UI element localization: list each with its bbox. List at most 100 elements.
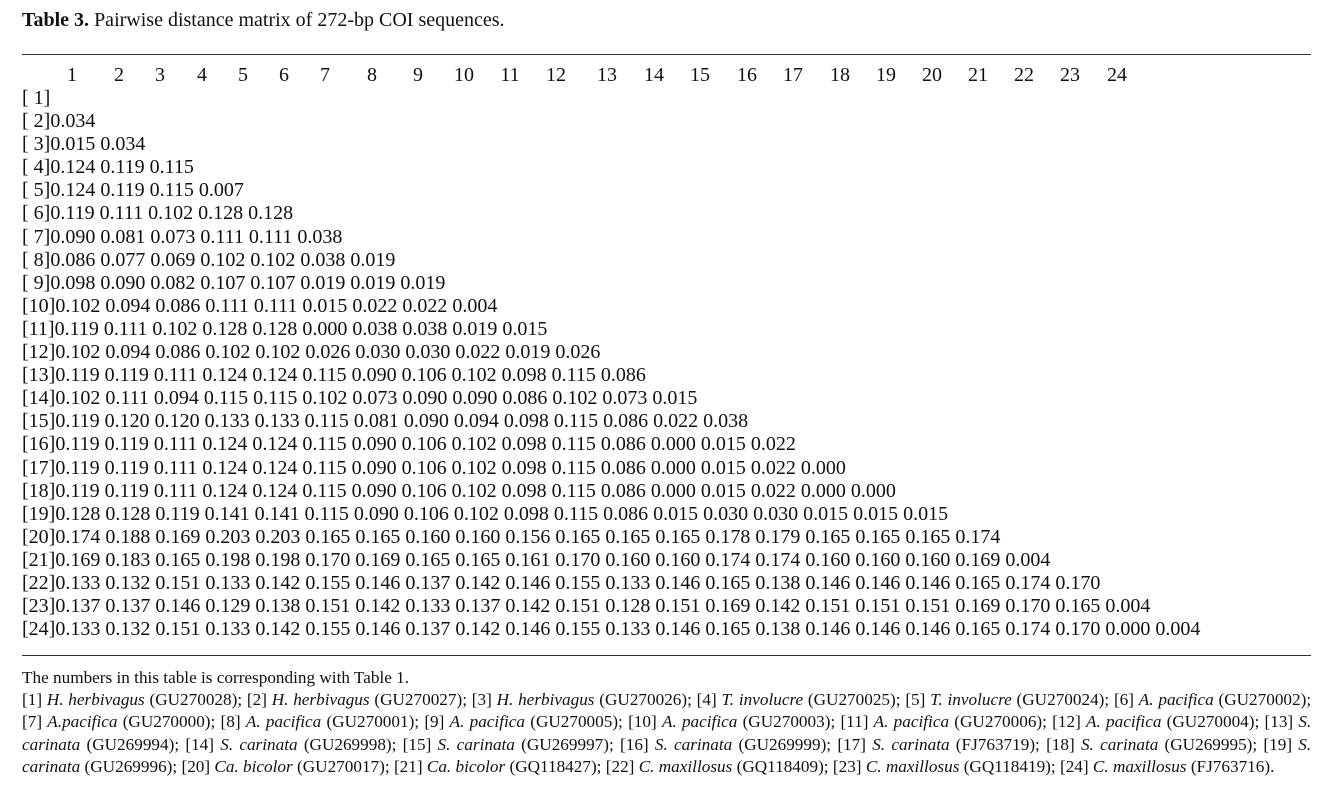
cell: 0.102 [302,387,348,410]
cell: 0.161 [505,548,551,571]
matrix-row: [12]0.102 0.094 0.086 0.102 0.102 0.026 … [22,341,1200,364]
cell: 0.034 [100,133,146,156]
cell: 0.102 [250,248,296,271]
cell: 0.119 [54,317,99,340]
row-label: [17] [22,456,56,479]
species-name: S. carinata [22,712,1312,754]
cell: 0.000 [302,317,348,340]
cell: 0.142 [255,571,301,594]
cell: 0.124 [202,456,248,479]
table-label: Table 3. [22,9,90,31]
row-label: [23] [22,595,56,618]
cell: 0.026 [305,341,351,364]
cell: 0.133 [55,618,101,641]
cell: 0.038 [703,410,749,433]
legend-id: [20] [181,756,211,776]
cell: 0.137 [455,595,501,618]
row-label: [16] [22,433,56,456]
row-label: [ 3] [22,133,51,156]
row-label: [22] [22,571,56,594]
cell: 0.146 [655,571,701,594]
distance-matrix: [ 1][ 2]0.034[ 3]0.015 0.034[ 4]0.124 0.… [22,87,1200,641]
cell: 0.111 [153,433,198,456]
cell: 0.030 [753,502,799,525]
cell: 0.160 [805,548,851,571]
cell: 0.151 [655,595,701,618]
column-header: 1 2 3 4 5 6 7 8 9 10 11 12 13 14 15 16 17 18 19 20 21 22 23 24 [0,64,1337,88]
cell: 0.146 [855,571,901,594]
cell: 0.090 [351,364,397,387]
legend-id: [6] [1113,690,1134,710]
cell: 0.151 [305,595,351,618]
cell: 0.146 [905,618,951,641]
cell: 0.102 [148,202,194,225]
cell: 0.081 [100,225,146,248]
matrix-row: [20]0.174 0.188 0.169 0.203 0.203 0.165 … [22,526,1200,549]
column-label: 9 [413,64,423,86]
legend-id: [23] [832,756,862,776]
column-label: 6 [279,64,289,86]
matrix-row: [ 4]0.124 0.119 0.115 [22,156,1200,179]
matrix-row: [21]0.169 0.183 0.165 0.198 0.198 0.170 … [22,549,1200,572]
cell: 0.198 [255,548,301,571]
cell: 0.119 [55,479,100,502]
matrix-row: [ 3]0.015 0.034 [22,133,1200,156]
cell: 0.115 [551,456,596,479]
cell: 0.094 [153,387,199,410]
cell: 0.169 [705,595,751,618]
cell: 0.000 [650,456,696,479]
cell: 0.142 [755,595,801,618]
cell: 0.004 [1105,595,1151,618]
cell: 0.128 [248,202,294,225]
matrix-row: [ 9]0.098 0.090 0.082 0.107 0.107 0.019 … [22,272,1200,295]
row-label: [18] [22,479,56,502]
legend-id: [21] [393,756,423,776]
species-name: A. pacifica [873,712,950,732]
matrix-row: [ 1] [22,87,1200,110]
cell: 0.115 [304,502,349,525]
column-label: 17 [783,64,803,86]
cell: 0.179 [755,525,801,548]
legend-id: [15] [402,734,432,754]
row-label: [15] [22,410,56,433]
row-label: [ 1] [22,87,51,109]
cell: 0.106 [401,479,447,502]
cell: 0.174 [705,548,751,571]
cell: 0.038 [300,248,346,271]
column-label: 16 [737,64,757,86]
species-name: A. pacifica [245,712,322,732]
cell: 0.133 [205,571,251,594]
matrix-row: [ 5]0.124 0.119 0.115 0.007 [22,179,1200,202]
cell: 0.102 [55,341,101,364]
cell: 0.155 [305,618,351,641]
cell: 0.004 [1155,618,1201,641]
cell: 0.000 [850,479,896,502]
cell: 0.137 [405,618,451,641]
column-label: 2 [114,64,124,86]
cell: 0.142 [505,595,551,618]
cell: 0.170 [1005,595,1051,618]
column-label: 24 [1107,64,1127,86]
accession: (FJ763719); [955,734,1040,754]
cell: 0.086 [600,456,646,479]
accession: (GU270002); [1218,690,1312,710]
matrix-row: [16]0.119 0.119 0.111 0.124 0.124 0.115 … [22,433,1200,456]
row-label: [ 4] [22,156,51,179]
cell: 0.022 [455,341,501,364]
cell: 0.169 [955,548,1001,571]
species-name: A. pacifica [1086,712,1162,732]
cell: 0.165 [355,525,401,548]
cell: 0.151 [905,595,951,618]
cell: 0.146 [905,571,951,594]
cell: 0.106 [401,433,447,456]
cell: 0.098 [501,433,547,456]
legend-id: [1] [22,690,43,710]
cell: 0.165 [305,525,351,548]
cell: 0.146 [505,618,551,641]
cell: 0.022 [352,294,398,317]
cell: 0.141 [254,502,300,525]
cell: 0.115 [553,502,599,525]
cell: 0.142 [355,595,401,618]
cell: 0.107 [250,271,296,294]
cell: 0.090 [353,502,399,525]
